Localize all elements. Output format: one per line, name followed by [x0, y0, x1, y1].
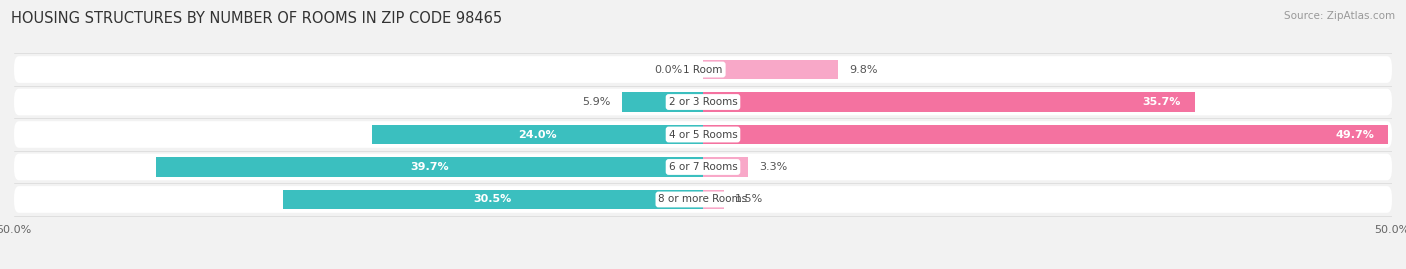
Text: 2 or 3 Rooms: 2 or 3 Rooms: [669, 97, 737, 107]
Bar: [703, 125, 1388, 144]
Text: 24.0%: 24.0%: [519, 129, 557, 140]
Text: 4 or 5 Rooms: 4 or 5 Rooms: [669, 129, 737, 140]
FancyBboxPatch shape: [14, 186, 1392, 213]
Text: Source: ZipAtlas.com: Source: ZipAtlas.com: [1284, 11, 1395, 21]
Text: 49.7%: 49.7%: [1336, 129, 1374, 140]
Bar: [703, 60, 838, 79]
Text: 8 or more Rooms: 8 or more Rooms: [658, 194, 748, 204]
FancyBboxPatch shape: [14, 89, 1392, 115]
Bar: [703, 157, 748, 177]
FancyBboxPatch shape: [14, 121, 1392, 148]
Bar: [156, 157, 703, 177]
Text: HOUSING STRUCTURES BY NUMBER OF ROOMS IN ZIP CODE 98465: HOUSING STRUCTURES BY NUMBER OF ROOMS IN…: [11, 11, 502, 26]
FancyBboxPatch shape: [14, 154, 1392, 180]
FancyBboxPatch shape: [14, 56, 1392, 83]
Text: 9.8%: 9.8%: [849, 65, 877, 75]
Text: 5.9%: 5.9%: [582, 97, 610, 107]
Bar: [703, 190, 724, 209]
Text: 3.3%: 3.3%: [759, 162, 787, 172]
Bar: [283, 190, 703, 209]
Text: 35.7%: 35.7%: [1143, 97, 1181, 107]
Text: 39.7%: 39.7%: [411, 162, 449, 172]
Text: 30.5%: 30.5%: [474, 194, 512, 204]
Text: 1.5%: 1.5%: [735, 194, 763, 204]
Bar: [703, 92, 1195, 112]
Text: 6 or 7 Rooms: 6 or 7 Rooms: [669, 162, 737, 172]
Text: 1 Room: 1 Room: [683, 65, 723, 75]
Bar: [621, 92, 703, 112]
Text: 0.0%: 0.0%: [654, 65, 682, 75]
Bar: [373, 125, 703, 144]
